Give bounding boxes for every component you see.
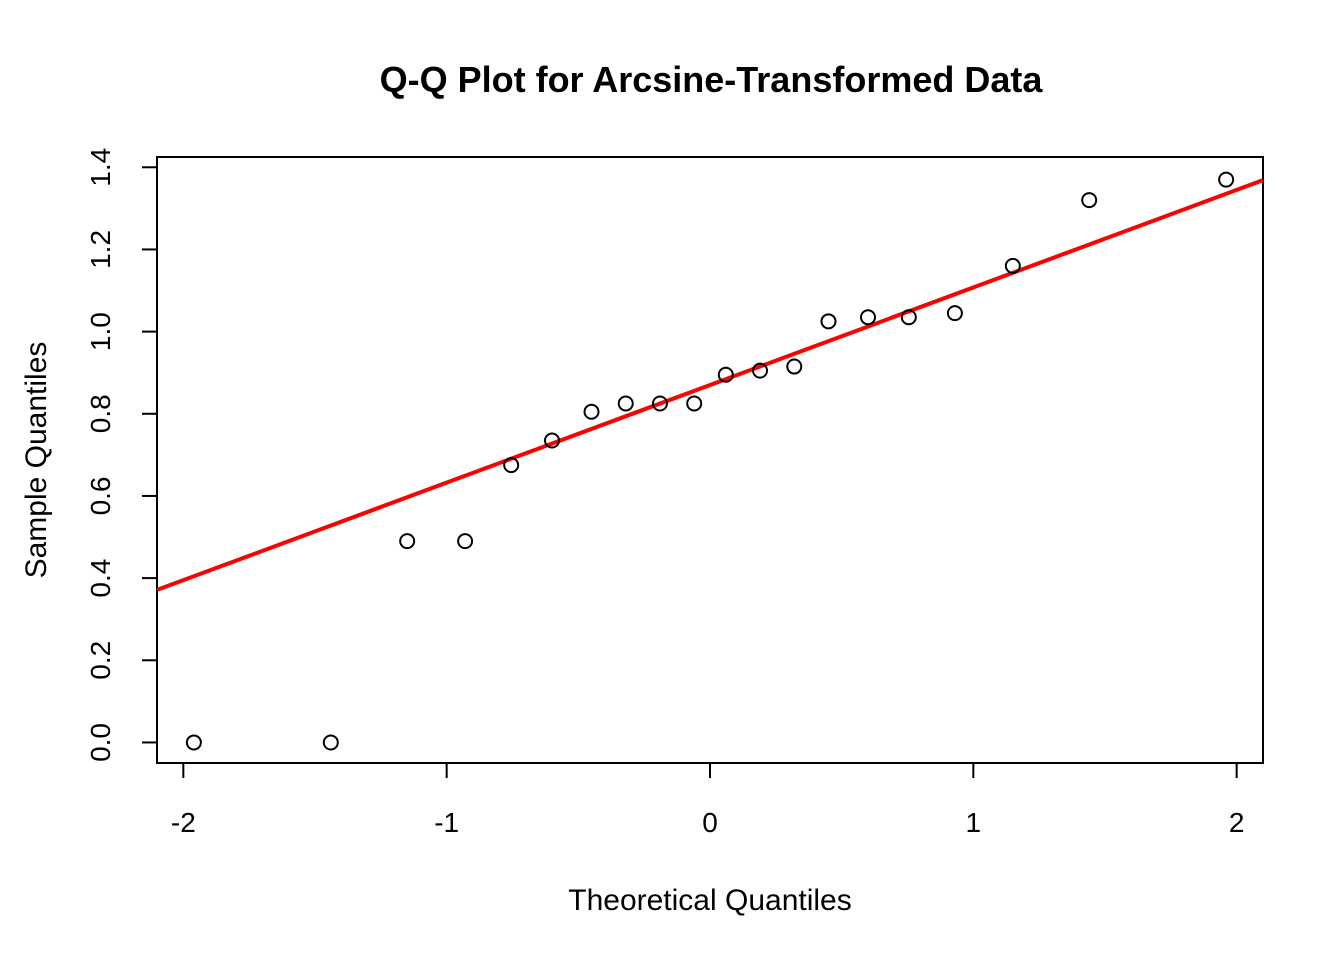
sample-point bbox=[617, 395, 634, 412]
reference-line-group bbox=[157, 178, 1263, 592]
sample-point bbox=[820, 313, 837, 330]
sample-point bbox=[457, 533, 474, 550]
y-tick-label: 0.0 bbox=[85, 723, 116, 762]
y-axis: 0.0 0.2 0.4 0.6 0.8 1.0 1.2 1.4 bbox=[85, 148, 157, 762]
data-points bbox=[185, 171, 1235, 751]
y-tick-label: 0.8 bbox=[85, 394, 116, 433]
plot-frame bbox=[156, 156, 1264, 764]
sample-point bbox=[752, 362, 769, 379]
sample-point bbox=[399, 533, 416, 550]
y-tick-label: 1.4 bbox=[85, 148, 116, 187]
y-tick-label: 0.4 bbox=[85, 559, 116, 598]
sample-point bbox=[1081, 192, 1098, 209]
sample-point bbox=[1218, 171, 1235, 188]
sample-point bbox=[185, 734, 202, 751]
sample-point bbox=[946, 305, 963, 322]
sample-point bbox=[583, 403, 600, 420]
sample-point bbox=[686, 395, 703, 412]
sample-point bbox=[1004, 257, 1021, 274]
y-tick-label: 0.2 bbox=[85, 641, 116, 680]
chart-title: Q-Q Plot for Arcsine-Transformed Data bbox=[380, 59, 1044, 100]
qq-reference-line bbox=[157, 178, 1263, 592]
y-tick-label: 1.2 bbox=[85, 230, 116, 269]
sample-point bbox=[322, 734, 339, 751]
y-tick-label: 0.6 bbox=[85, 476, 116, 515]
sample-point bbox=[860, 309, 876, 326]
y-axis-label: Sample Quantiles bbox=[20, 342, 53, 579]
x-axis-label: Theoretical Quantiles bbox=[568, 884, 851, 917]
sample-point bbox=[503, 457, 520, 474]
y-tick-label: 1.0 bbox=[85, 312, 116, 351]
x-tick-label: -2 bbox=[171, 807, 196, 838]
x-tick-label: -1 bbox=[434, 807, 459, 838]
x-tick-label: 0 bbox=[702, 807, 718, 838]
sample-point bbox=[651, 395, 668, 412]
x-tick-label: 2 bbox=[1229, 807, 1245, 838]
sample-point bbox=[786, 358, 803, 375]
x-tick-label: 1 bbox=[966, 807, 982, 838]
sample-point bbox=[900, 309, 917, 326]
sample-point bbox=[544, 432, 560, 449]
x-axis: -2 -1 0 1 2 bbox=[171, 763, 1245, 838]
sample-point bbox=[717, 366, 734, 383]
